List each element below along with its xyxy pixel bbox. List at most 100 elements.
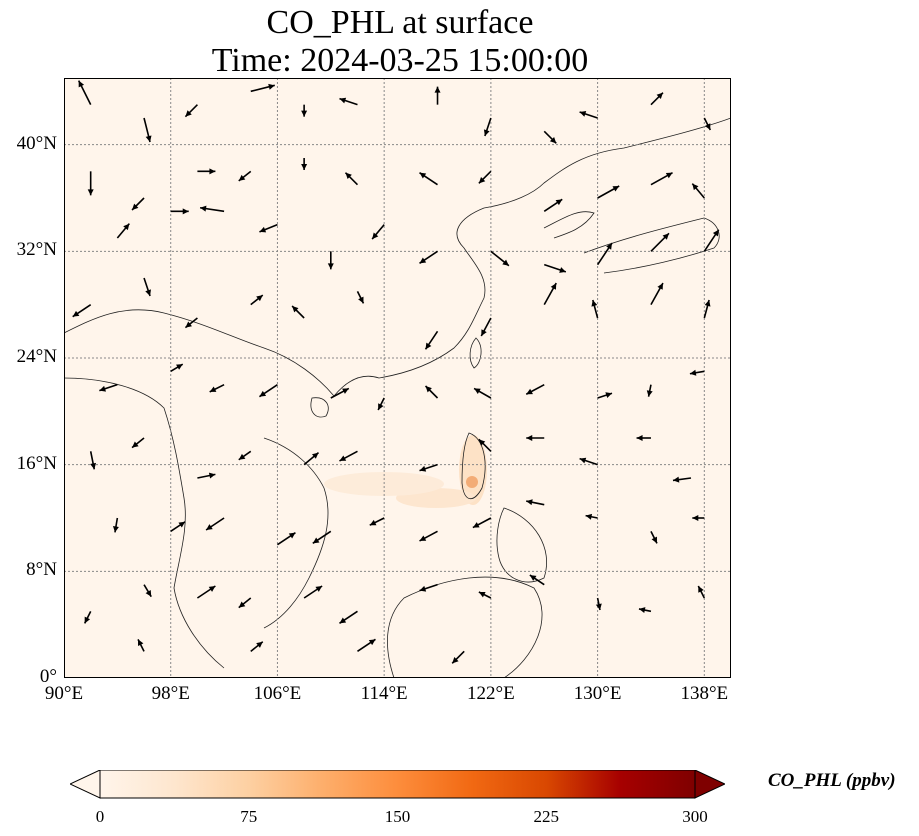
wind-arrow — [692, 515, 705, 521]
wind-arrow — [646, 384, 653, 397]
wind-arrow — [89, 451, 97, 470]
wind-arrow — [301, 104, 308, 117]
colorbar-extend-high — [694, 770, 725, 799]
wind-arrow — [703, 299, 711, 319]
wind-arrow — [596, 242, 613, 266]
wind-arrow — [238, 450, 252, 461]
colorbar-tick-label: 225 — [533, 807, 560, 826]
wind-arrow — [480, 317, 492, 337]
wind-arrow — [356, 290, 365, 304]
lat-tick-label: 16°N — [16, 452, 57, 474]
wind-arrow — [585, 513, 598, 520]
wind-arrow — [703, 117, 712, 131]
lon-tick-label: 138°E — [680, 683, 729, 704]
wind-arrow — [83, 610, 92, 624]
wind-vector-layer — [72, 80, 720, 664]
wind-arrow — [419, 463, 438, 472]
map-panel — [64, 78, 731, 678]
wind-arrow — [377, 397, 385, 411]
lon-tick-label: 106°E — [253, 683, 302, 704]
wind-arrow — [597, 392, 613, 399]
wind-arrow — [424, 330, 439, 350]
coastlines — [64, 117, 731, 678]
wind-arrow — [543, 198, 563, 212]
colorbar-tick-label: 300 — [682, 807, 708, 826]
map-title-line2: Time: 2024-03-25 15:00:00 — [211, 42, 589, 79]
co-plume-manila — [466, 476, 478, 488]
wind-arrow — [472, 517, 492, 529]
wind-arrow — [112, 517, 119, 533]
coast-indochina — [64, 377, 329, 669]
wind-arrow — [143, 117, 152, 143]
wind-arrow — [339, 450, 358, 462]
colorbar-tick-label: 75 — [240, 807, 258, 826]
lon-tick-label: 130°E — [573, 683, 622, 704]
wind-arrow — [595, 597, 602, 611]
coast-borneo — [387, 576, 543, 678]
wind-arrow — [419, 172, 438, 186]
lat-tick-label: 32°N — [16, 239, 57, 261]
lon-tick-label: 98°E — [151, 683, 190, 704]
wind-arrow — [143, 584, 152, 598]
wind-arrow — [330, 387, 350, 399]
wind-arrow — [276, 532, 296, 546]
wind-arrow — [650, 232, 670, 252]
lon-tick-label: 114°E — [360, 683, 408, 704]
wind-arrow — [691, 183, 705, 199]
wind-arrow — [689, 369, 705, 376]
wind-arrow — [137, 638, 145, 652]
wind-arrow — [116, 223, 130, 239]
wind-arrow — [199, 205, 225, 213]
colorbar-extend-low — [70, 770, 101, 799]
wind-arrow — [131, 197, 145, 211]
wind-arrow — [636, 435, 651, 441]
wind-arrow — [371, 224, 385, 240]
colorbar-tick-label: 0 — [95, 807, 105, 826]
wind-arrow — [579, 457, 598, 466]
wind-arrow — [451, 650, 465, 664]
colorbar-label: CO_PHL (ppbv) — [768, 770, 896, 791]
map-title-line1: CO_PHL at surface — [266, 4, 534, 41]
wind-arrow — [419, 250, 438, 264]
wind-arrow — [703, 229, 720, 252]
lon-tick-label: 122°E — [467, 683, 515, 704]
coast-hainan — [310, 397, 329, 418]
wind-arrow — [490, 250, 510, 267]
wind-arrow — [301, 158, 308, 170]
wind-arrow — [419, 583, 438, 592]
wind-arrow — [131, 437, 145, 449]
lat-tick-label: 40°N — [16, 132, 57, 154]
wind-arrow — [650, 530, 658, 544]
colorbar-gradient — [99, 770, 696, 799]
wind-arrow — [250, 83, 275, 93]
wind-arrow — [170, 208, 189, 215]
wind-arrow — [543, 263, 567, 273]
wind-arrow — [591, 299, 599, 319]
lon-tick-label: 90°E — [44, 683, 84, 704]
lat-tick-label: 8°N — [26, 559, 57, 581]
wind-arrow — [579, 111, 598, 119]
wind-arrow — [638, 607, 652, 614]
lat-tick-label: 24°N — [16, 346, 57, 367]
wind-arrow — [672, 476, 692, 483]
wind-arrow — [303, 452, 320, 466]
wind-arrow — [72, 304, 92, 318]
colorbar-tick-label: 150 — [384, 807, 411, 826]
wind-arrow — [478, 170, 492, 184]
colorbar — [70, 770, 725, 799]
wind-arrow — [259, 223, 278, 233]
wind-arrow — [473, 387, 492, 399]
wind-arrow — [170, 363, 184, 373]
wind-arrow — [339, 97, 358, 106]
wind-arrow — [529, 574, 545, 586]
wind-arrow — [526, 435, 545, 441]
wind-arrow — [77, 80, 92, 106]
wind-arrow — [339, 610, 358, 624]
co-plume-luzon — [459, 435, 487, 505]
coast-luzon — [461, 432, 486, 500]
wind-arrow — [478, 438, 492, 452]
coast-philippines-south — [496, 507, 547, 583]
wind-arrow — [197, 472, 216, 479]
wind-arrow — [434, 86, 441, 105]
wind-arrow — [650, 171, 673, 186]
